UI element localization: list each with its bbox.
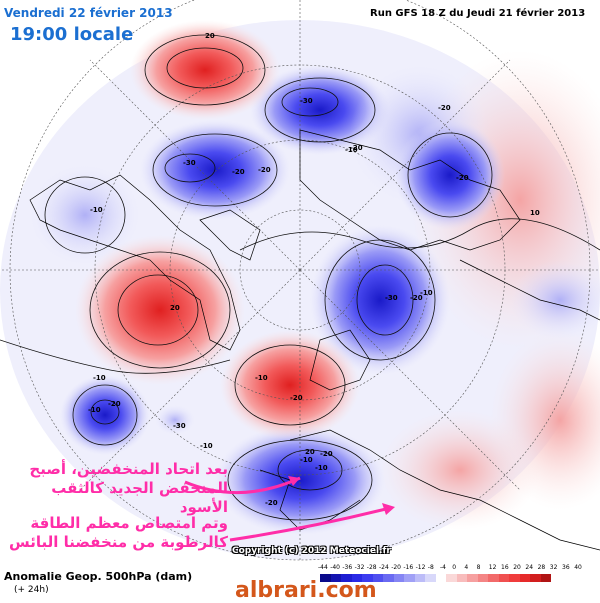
colorbar-labels: -44 -40 -36 -32 -28 -24 -20 -16 -12 -8 -4 0 4 8 12 16 20… [318, 564, 598, 574]
colorbar-swatch [519, 574, 530, 582]
header-time: 19:00 locale [10, 24, 134, 45]
contour-label: -10 [345, 146, 358, 154]
colorbar-label: 28 [537, 564, 546, 571]
colorbar-swatch [404, 574, 415, 582]
colorbar-swatch [467, 574, 478, 582]
colorbar [320, 574, 551, 582]
colorbar-swatch [456, 574, 467, 582]
colorbar-label: 0 [452, 564, 457, 571]
colorbar-label: 24 [525, 564, 534, 571]
contour-label: 20 [205, 32, 215, 40]
colorbar-label: -32 [354, 564, 365, 571]
colorbar-swatch [393, 574, 404, 582]
copyright: Copyright (c) 2012 Meteociel.fr [232, 546, 391, 556]
contour-label: -20 [108, 400, 121, 408]
colorbar-label: 36 [562, 564, 570, 571]
colorbar-swatch [372, 574, 383, 582]
colorbar-label: 4 [464, 564, 469, 571]
colorbar-swatch [341, 574, 352, 582]
contour-label: -20 [456, 174, 469, 182]
high-anomaly-alaska [130, 20, 280, 120]
colorbar-label: -36 [342, 564, 353, 571]
colorbar-label: -16 [403, 564, 414, 571]
colorbar-swatch [540, 574, 551, 582]
contour-label: -20 [438, 104, 451, 112]
contour-label: -10 [93, 374, 106, 382]
contour-label: -10 [88, 406, 101, 414]
colorbar-swatch [446, 574, 457, 582]
colorbar-swatch [530, 574, 541, 582]
contour-label: -20 [265, 499, 278, 507]
contour-label: -30 [385, 294, 398, 302]
contour-label: -30 [183, 159, 196, 167]
contour-label: -10 [255, 374, 268, 382]
colorbar-swatch [414, 574, 425, 582]
contour-labels: 20-30-20-20-20-30-20-10-20-10 1020-10-30-… [88, 32, 540, 507]
contour-label: 10 [530, 209, 540, 217]
footer-title: Anomalie Geop. 500hPa (dam) [4, 570, 193, 583]
colorbar-label: 20 [513, 564, 521, 571]
contour-label: -10 [200, 442, 213, 450]
colorbar-swatch [425, 574, 436, 582]
colorbar-label: 8 [476, 564, 481, 571]
colorbar-swatch [435, 574, 446, 582]
contour-label: -20 [350, 144, 363, 152]
coastlines [29, 129, 600, 551]
low-anomaly-siberia [395, 120, 505, 230]
colorbar-swatch [509, 574, 520, 582]
contour-label: -10 [300, 456, 313, 464]
contour-label: -10 [90, 206, 103, 214]
high-anomaly-northatlantic [220, 330, 360, 440]
colorbar-label: -4 [440, 564, 446, 571]
colorbar-label: 32 [549, 564, 558, 571]
colorbar-swatch [362, 574, 373, 582]
colorbar-label: -12 [415, 564, 426, 571]
contour-lines [0, 34, 600, 521]
colorbar-label: -40 [330, 564, 340, 571]
contour-label: -20 [320, 450, 333, 458]
contour-label: -20 [258, 166, 271, 174]
colorbar-label: -24 [379, 564, 389, 571]
watermark: albrari.com [235, 578, 377, 603]
header-run: Run GFS 18 Z du Jeudi 21 février 2013 [370, 8, 586, 19]
colorbar-label: -20 [391, 564, 401, 571]
colorbar-swatch [320, 574, 331, 582]
colorbar-swatch [498, 574, 509, 582]
colorbar-label: -44 [318, 564, 328, 571]
contour-label: -30 [173, 422, 186, 430]
contour-label: -30 [300, 97, 313, 105]
high-anomaly-greenland [75, 235, 245, 385]
graticule [0, 0, 600, 561]
colorbar-label: 12 [488, 564, 497, 571]
colorbar-label: -28 [366, 564, 377, 571]
colorbar-swatch [383, 574, 394, 582]
low-anomaly-barents [310, 225, 450, 375]
colorbar-swatch [351, 574, 362, 582]
footer-subtitle: (+ 24h) [14, 585, 49, 595]
contour-label: -10 [420, 289, 433, 297]
annotation-text-1: بعد اتحاد المنخفضين، أصبح المنخفض الجديد… [29, 460, 228, 516]
colorbar-swatch [488, 574, 499, 582]
contour-label: -20 [410, 294, 423, 302]
colorbar-label: -8 [427, 564, 434, 571]
low-anomaly-atlantic [60, 375, 150, 455]
colorbar-swatch [477, 574, 488, 582]
contour-label: -20 [290, 394, 303, 402]
annotation-text-2: وتم امتصاص معظم الطاقة كالرطوبة من منخفض… [9, 514, 228, 551]
header-date: Vendredi 22 février 2013 [4, 6, 173, 20]
colorbar-label: 40 [574, 564, 582, 571]
colorbar-label: 16 [501, 564, 509, 571]
contour-label: 20 [305, 448, 315, 456]
contour-label: -10 [315, 464, 328, 472]
colorbar-swatch [330, 574, 341, 582]
contour-label: 20 [170, 304, 180, 312]
contour-label: -20 [232, 168, 245, 176]
annotation-arrows [184, 476, 395, 542]
